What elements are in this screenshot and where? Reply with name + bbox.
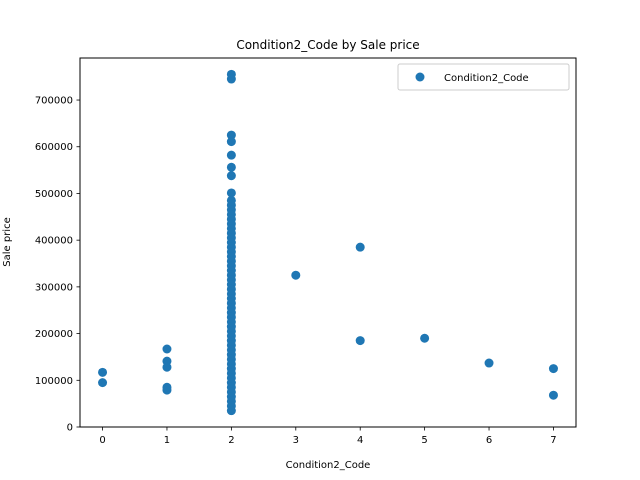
data-point <box>98 367 108 377</box>
x-tick-label: 2 <box>228 435 234 446</box>
y-tick-label: 400000 <box>35 236 73 247</box>
data-point <box>355 242 365 252</box>
x-tick-label: 4 <box>357 435 363 446</box>
data-point <box>291 270 301 280</box>
x-tick-label: 5 <box>421 435 427 446</box>
data-point <box>355 336 365 346</box>
data-point <box>548 390 558 400</box>
y-tick-label: 200000 <box>35 329 73 340</box>
y-axis-ticks: 0 100000 200000 300000 400000 500000 600000 700… <box>35 96 80 434</box>
x-tick-label: 1 <box>164 435 170 446</box>
y-tick-label: 500000 <box>35 189 73 200</box>
legend-label: Condition2_Code <box>444 73 529 84</box>
y-tick-label: 700000 <box>35 96 73 107</box>
y-tick-label: 300000 <box>35 282 73 293</box>
data-point <box>420 333 430 343</box>
data-point <box>226 162 236 172</box>
data-point <box>162 362 172 372</box>
legend: Condition2_Code <box>397 63 570 91</box>
legend-marker <box>415 72 425 82</box>
data-point <box>226 130 236 140</box>
data-point <box>484 358 494 368</box>
data-point <box>226 137 236 147</box>
y-tick-label: 0 <box>67 423 73 434</box>
plot-area-frame <box>79 57 577 428</box>
data-point <box>98 378 108 388</box>
chart-title: Condition2_Code by Sale price <box>236 38 419 52</box>
data-point <box>162 344 172 354</box>
points-layer <box>98 69 558 416</box>
x-tick-label: 0 <box>99 435 105 446</box>
x-tick-label: 3 <box>293 435 299 446</box>
y-tick-label: 600000 <box>35 142 73 153</box>
data-point <box>226 150 236 160</box>
x-axis-ticks: 0 1 2 3 4 5 6 7 <box>99 427 557 446</box>
x-axis-label: Condition2_Code <box>286 460 371 471</box>
data-point <box>226 188 236 198</box>
data-point <box>226 74 236 84</box>
data-point <box>226 406 236 416</box>
data-point <box>162 385 172 395</box>
x-tick-label: 7 <box>550 435 556 446</box>
data-point <box>226 171 236 181</box>
y-tick-label: 100000 <box>35 376 73 387</box>
data-point <box>548 364 558 374</box>
y-axis-label: Sale price <box>2 217 13 266</box>
x-tick-label: 6 <box>486 435 492 446</box>
legend-box <box>397 63 570 91</box>
